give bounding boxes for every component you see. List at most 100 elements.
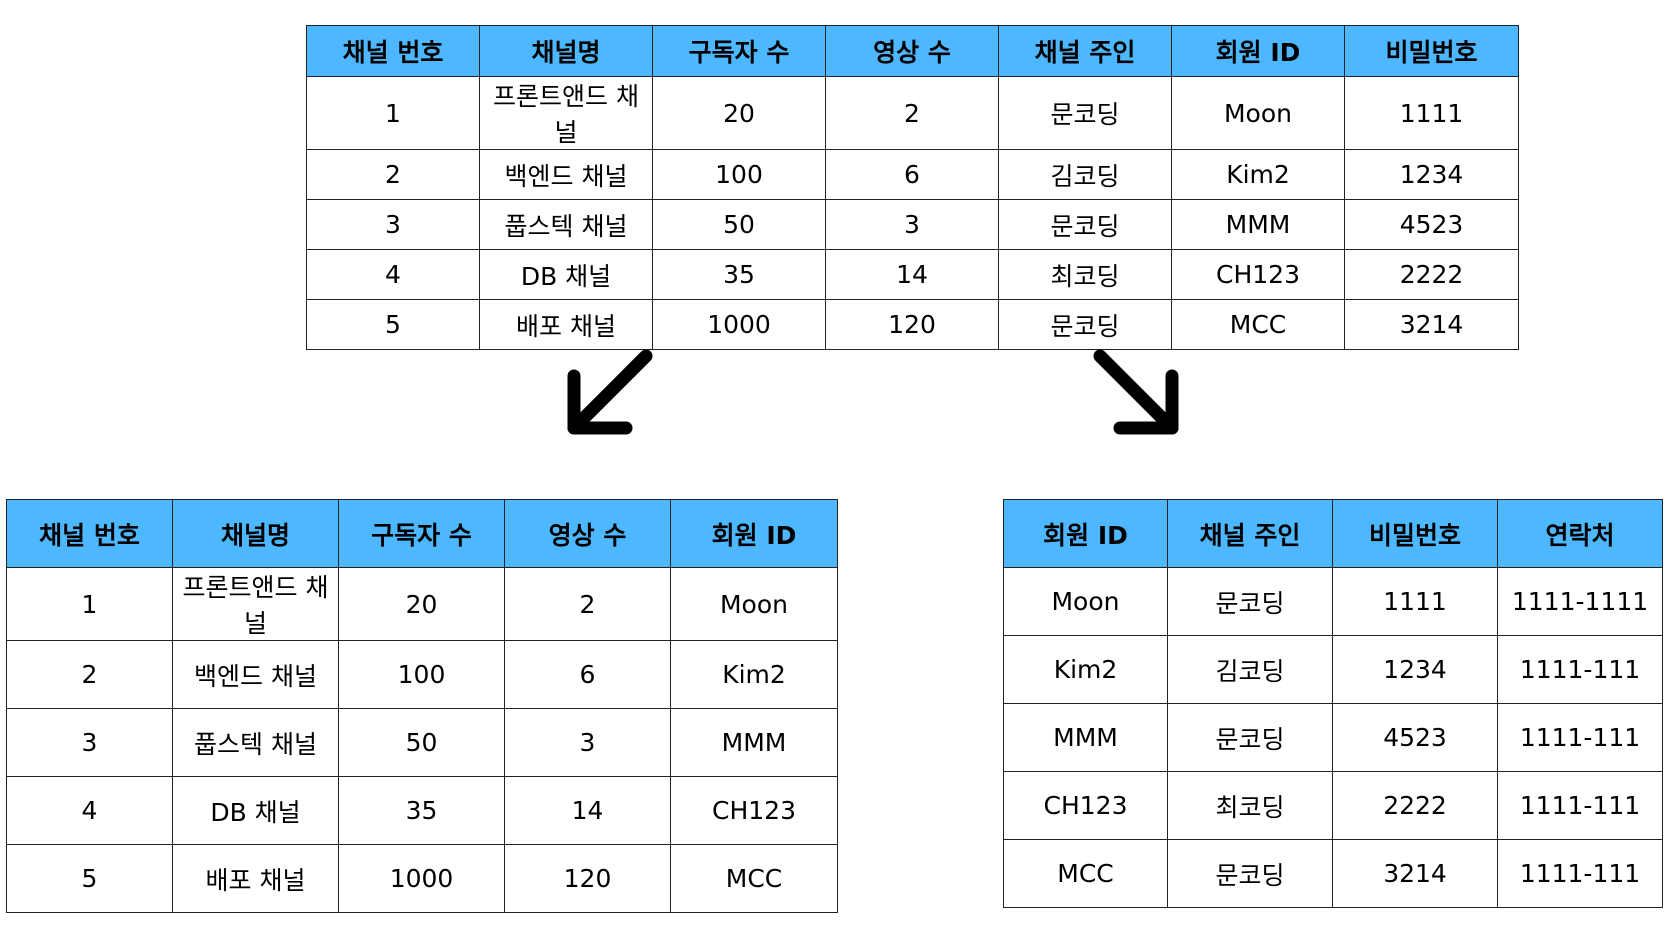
arrow-down-left-icon [567,349,653,435]
table-cell: 20 [338,567,505,641]
column-header: 영상 수 [825,25,999,77]
table-cell: 35 [338,776,505,845]
table-cell: 4523 [1344,199,1519,250]
table-cell: 5 [306,299,480,350]
table-cell: 3214 [1332,839,1498,908]
table-cell: DB 채널 [172,776,339,845]
table-cell: MCC [1003,839,1168,908]
table-cell: 1234 [1344,149,1519,200]
table-row: MMM 문코딩 4523 1111-111 [1003,703,1663,772]
table-cell: 50 [338,708,505,777]
table-cell: 3 [825,199,999,250]
table-cell: 1111-111 [1497,771,1663,840]
column-header: 채널 주인 [998,25,1172,77]
table-row: CH123 최코딩 2222 1111-111 [1003,771,1663,840]
table-cell: 5 [6,844,173,913]
table-cell: 1111 [1344,76,1519,150]
table-cell: 100 [652,149,826,200]
column-header: 채널명 [479,25,653,77]
right-table: 회원 ID 채널 주인 비밀번호 연락처 Moon 문코딩 1111 1111-… [1003,499,1663,908]
table-cell: 문코딩 [1167,839,1333,908]
column-header: 채널명 [172,499,339,568]
table-row: 2 백엔드 채널 100 6 Kim2 [6,640,838,709]
table-cell: 50 [652,199,826,250]
column-header: 채널 주인 [1167,499,1333,568]
table-cell: CH123 [1171,249,1345,300]
table-cell: 최코딩 [998,249,1172,300]
table-cell: 백엔드 채널 [172,640,339,709]
table-row: 4 DB 채널 35 14 최코딩 CH123 2222 [306,249,1519,300]
table-row: MCC 문코딩 3214 1111-111 [1003,839,1663,908]
column-header: 구독자 수 [338,499,505,568]
table-row: Moon 문코딩 1111 1111-1111 [1003,567,1663,636]
table-cell: Moon [1003,567,1168,636]
table-cell: 100 [338,640,505,709]
column-header: 비밀번호 [1332,499,1498,568]
table-cell: 3 [6,708,173,777]
column-header: 회원 ID [670,499,838,568]
table-cell: 김코딩 [1167,635,1333,704]
table-cell: 문코딩 [1167,567,1333,636]
table-row: 5 배포 채널 1000 120 문코딩 MCC 3214 [306,299,1519,350]
table-row: 1 프론트앤드 채널 20 2 Moon [6,567,838,641]
table-row: 5 배포 채널 1000 120 MCC [6,844,838,913]
table-cell: 프론트앤드 채널 [479,76,653,150]
table-row: 3 풉스텍 채널 50 3 문코딩 MMM 4523 [306,199,1519,250]
column-header: 채널 번호 [6,499,173,568]
table-cell: 1111-111 [1497,839,1663,908]
table-cell: 문코딩 [1167,703,1333,772]
table-cell: Kim2 [670,640,838,709]
table-cell: 3214 [1344,299,1519,350]
table-header-row: 채널 번호 채널명 구독자 수 영상 수 채널 주인 회원 ID 비밀번호 [306,25,1519,77]
table-cell: 1111-111 [1497,703,1663,772]
table-cell: 김코딩 [998,149,1172,200]
table-cell: 2222 [1332,771,1498,840]
table-cell: 20 [652,76,826,150]
table-row: 1 프론트앤드 채널 20 2 문코딩 Moon 1111 [306,76,1519,150]
column-header: 회원 ID [1171,25,1345,77]
table-cell: 2 [306,149,480,200]
table-cell: 백엔드 채널 [479,149,653,200]
table-cell: 배포 채널 [172,844,339,913]
table-cell: 1111-111 [1497,635,1663,704]
table-cell: 2 [6,640,173,709]
table-cell: 14 [825,249,999,300]
table-cell: Moon [670,567,838,641]
table-cell: 35 [652,249,826,300]
table-cell: 120 [825,299,999,350]
table-cell: Kim2 [1171,149,1345,200]
column-header: 회원 ID [1003,499,1168,568]
column-header: 구독자 수 [652,25,826,77]
table-row: Kim2 김코딩 1234 1111-111 [1003,635,1663,704]
table-cell: 풉스텍 채널 [172,708,339,777]
table-cell: 3 [306,199,480,250]
table-cell: 3 [504,708,671,777]
top-table: 채널 번호 채널명 구독자 수 영상 수 채널 주인 회원 ID 비밀번호 1 … [306,25,1519,350]
table-cell: 배포 채널 [479,299,653,350]
table-cell: Moon [1171,76,1345,150]
table-cell: MCC [670,844,838,913]
column-header: 비밀번호 [1344,25,1519,77]
table-cell: Kim2 [1003,635,1168,704]
table-cell: MMM [670,708,838,777]
table-header-row: 회원 ID 채널 주인 비밀번호 연락처 [1003,499,1663,568]
table-cell: 120 [504,844,671,913]
table-cell: 문코딩 [998,199,1172,250]
table-row: 4 DB 채널 35 14 CH123 [6,776,838,845]
table-cell: 1111 [1332,567,1498,636]
arrow-down-right-icon [1093,349,1179,435]
table-cell: CH123 [670,776,838,845]
table-cell: 1 [6,567,173,641]
table-row: 3 풉스텍 채널 50 3 MMM [6,708,838,777]
table-cell: MMM [1171,199,1345,250]
table-cell: 문코딩 [998,299,1172,350]
column-header: 채널 번호 [306,25,480,77]
table-row: 2 백엔드 채널 100 6 김코딩 Kim2 1234 [306,149,1519,200]
table-cell: 1 [306,76,480,150]
table-cell: 1111-1111 [1497,567,1663,636]
table-cell: CH123 [1003,771,1168,840]
left-table: 채널 번호 채널명 구독자 수 영상 수 회원 ID 1 프론트앤드 채널 20… [6,499,838,913]
table-cell: 4523 [1332,703,1498,772]
table-cell: 1000 [652,299,826,350]
table-cell: 4 [6,776,173,845]
